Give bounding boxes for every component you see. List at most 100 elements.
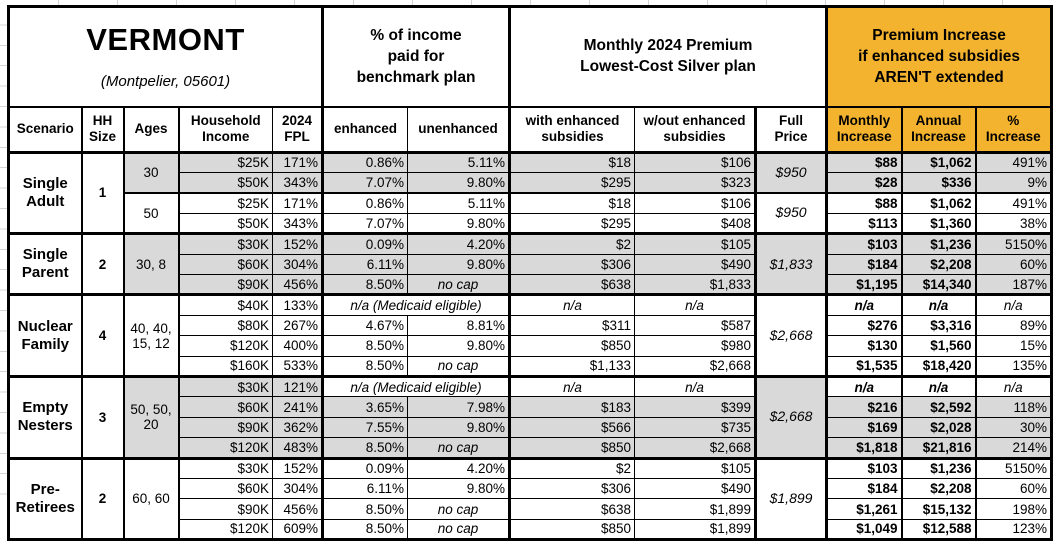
unenhanced-cell: no cap: [407, 274, 510, 295]
fpl-cell: 133%: [271, 293, 323, 316]
full-price-cell: $950: [754, 192, 827, 234]
hh-size-cell: 2: [80, 232, 124, 295]
monthly-increase-cell: $1,818: [825, 437, 902, 459]
pct-increase-cell: 30%: [974, 416, 1052, 438]
fpl-cell: 152%: [271, 232, 323, 255]
ages-cell: 30, 8: [122, 232, 179, 295]
with-subsidies-cell: $306: [508, 253, 635, 275]
header-wout-subsidies: w/out enhanced subsidies: [634, 106, 756, 153]
scenario-cell: Empty Nesters: [8, 375, 82, 459]
fpl-cell: 267%: [271, 314, 323, 336]
enhanced-cell: 7.55%: [321, 416, 408, 438]
enhanced-cell: 6.11%: [321, 477, 408, 499]
income-cell: $120K: [177, 437, 273, 459]
header-fpl: 2024 FPL: [271, 106, 323, 153]
income-cell: $160K: [177, 355, 273, 377]
enhanced-cell: 8.50%: [321, 355, 408, 377]
annual-increase-cell: $2,208: [900, 253, 976, 275]
with-subsidies-cell: $850: [508, 335, 635, 357]
wout-subsidies-cell: $106: [634, 150, 756, 173]
with-subsidies-cell: $18: [508, 191, 635, 214]
income-cell: $50K: [177, 212, 273, 234]
full-price-cell: $950: [754, 150, 827, 193]
scenario-cell: Single Parent: [8, 232, 82, 295]
enhanced-cell: 0.86%: [321, 150, 408, 173]
annual-increase-cell: $1,062: [900, 191, 976, 214]
with-subsidies-cell: $638: [508, 274, 635, 295]
income-cell: $60K: [177, 477, 273, 499]
header-full-price: Full Price: [754, 106, 827, 153]
wout-subsidies-cell: $735: [634, 416, 756, 438]
wout-subsidies-cell: $105: [634, 456, 756, 479]
fpl-cell: 483%: [271, 437, 323, 459]
income-cell: $90K: [177, 416, 273, 438]
annual-increase-cell: $336: [900, 172, 976, 193]
monthly-increase-cell: $184: [825, 477, 902, 499]
monthly-increase-cell: $113: [825, 212, 902, 234]
unenhanced-cell: 9.80%: [407, 335, 510, 357]
header-with-subsidies: with enhanced subsidies: [508, 106, 635, 153]
with-subsidies-cell: $295: [508, 212, 635, 234]
scenario-cell: Single Adult: [8, 150, 82, 234]
wout-subsidies-cell: $1,899: [634, 498, 756, 520]
unenhanced-cell: 9.80%: [407, 253, 510, 275]
monthly-increase-cell: $130: [825, 335, 902, 357]
enhanced-cell: 0.09%: [321, 232, 408, 255]
premium-table: VERMONT (Montpelier, 05601) % of income …: [7, 5, 1053, 541]
state-title-cell: VERMONT (Montpelier, 05601): [9, 7, 323, 108]
monthly-increase-cell: $1,049: [825, 518, 902, 540]
annual-increase-cell: $12,588: [900, 518, 976, 540]
state-name: VERMONT: [86, 22, 245, 58]
pct-increase-cell: 60%: [974, 253, 1052, 275]
income-cell: $25K: [177, 150, 273, 173]
with-subsidies-cell: $2: [508, 456, 635, 479]
header-income: Household Income: [177, 106, 273, 153]
hh-size-cell: 3: [80, 375, 124, 459]
fpl-cell: 343%: [271, 172, 323, 193]
ages-cell: 60, 60: [122, 456, 179, 540]
unenhanced-cell: no cap: [407, 518, 510, 540]
enhanced-cell: 8.50%: [321, 274, 408, 295]
annual-increase-cell: $21,816: [900, 437, 976, 459]
unenhanced-cell: no cap: [407, 437, 510, 459]
annual-increase-cell: $2,592: [900, 396, 976, 418]
ages-cell: 30: [122, 150, 179, 193]
unenhanced-cell: 8.81%: [407, 314, 510, 336]
with-subsidies-cell: $638: [508, 498, 635, 520]
pct-increase-cell: n/a: [974, 374, 1052, 397]
fpl-cell: 343%: [271, 212, 323, 234]
fpl-cell: 171%: [271, 150, 323, 173]
hh-size-cell: 1: [80, 150, 124, 234]
annual-increase-cell: $1,236: [900, 232, 976, 255]
income-cell: $120K: [177, 335, 273, 357]
unenhanced-cell: 4.20%: [407, 456, 510, 479]
annual-increase-cell: $1,360: [900, 212, 976, 234]
unenhanced-cell: 9.80%: [407, 172, 510, 193]
wout-subsidies-cell: $408: [634, 212, 756, 234]
wout-subsidies-cell: $2,668: [634, 437, 756, 459]
fpl-cell: 456%: [271, 498, 323, 520]
spreadsheet-gridlines-top: [0, 0, 1053, 5]
fpl-cell: 171%: [271, 191, 323, 214]
fpl-cell: 152%: [271, 456, 323, 479]
wout-subsidies-cell: $1,833: [634, 274, 756, 295]
fpl-cell: 362%: [271, 416, 323, 438]
pct-increase-cell: 491%: [974, 150, 1052, 173]
with-subsidies-cell: $850: [508, 518, 635, 540]
fpl-cell: 121%: [271, 374, 323, 397]
monthly-increase-cell: n/a: [825, 293, 902, 316]
income-cell: $25K: [177, 191, 273, 214]
income-cell: $60K: [177, 396, 273, 418]
fpl-cell: 456%: [271, 274, 323, 295]
annual-increase-cell: $1,560: [900, 335, 976, 357]
wout-subsidies-cell: $490: [634, 253, 756, 275]
annual-increase-cell: n/a: [900, 293, 976, 316]
pct-increase-cell: 9%: [974, 172, 1052, 193]
with-subsidies-cell: $850: [508, 437, 635, 459]
monthly-increase-cell: $1,261: [825, 498, 902, 520]
pct-increase-cell: 5150%: [974, 232, 1052, 255]
annual-increase-cell: $14,340: [900, 274, 976, 295]
pct-increase-cell: 491%: [974, 191, 1052, 214]
pct-increase-cell: 214%: [974, 437, 1052, 459]
unenhanced-cell: no cap: [407, 355, 510, 377]
